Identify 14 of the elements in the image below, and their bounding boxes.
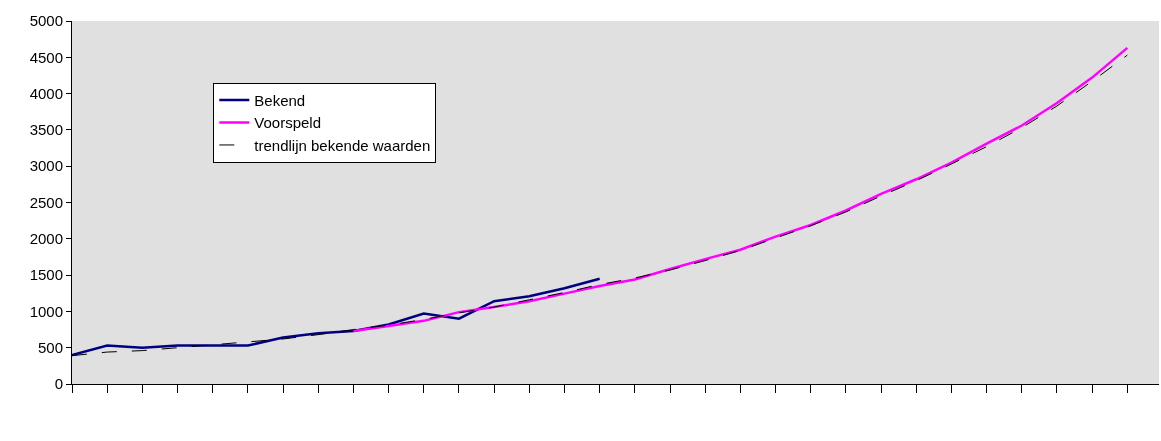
y-tick-label: 3000 <box>29 157 63 175</box>
y-tick-label: 4000 <box>29 84 63 102</box>
y-tick-label: 4500 <box>29 48 63 66</box>
legend-label: Voorspeld <box>254 114 322 132</box>
y-tick-label: 0 <box>54 375 63 393</box>
y-tick-label: 3500 <box>29 121 63 139</box>
y-tick-label: 2000 <box>29 230 63 248</box>
y-tick-label: 2500 <box>29 193 63 211</box>
y-tick-label: 1000 <box>29 302 63 320</box>
y-tick-label: 500 <box>37 338 63 356</box>
y-tick-label: 1500 <box>29 266 63 284</box>
y-tick-label: 5000 <box>29 12 63 30</box>
legend-label: Bekend <box>254 91 306 109</box>
legend-label: trendlijn bekende waarden <box>254 136 431 154</box>
